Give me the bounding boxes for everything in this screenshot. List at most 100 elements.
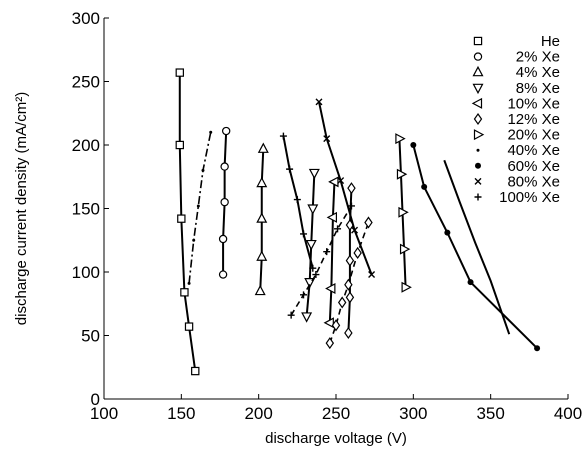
data-point [323, 248, 331, 256]
y-tick-label: 200 [72, 136, 100, 155]
legend-label: 100% Xe [499, 189, 560, 206]
series-line [290, 205, 353, 316]
data-point [471, 97, 483, 109]
data-point [293, 196, 301, 204]
x-tick-label: 400 [554, 404, 582, 423]
data-point [347, 182, 356, 195]
data-point [256, 250, 268, 261]
data-point [399, 243, 411, 255]
series-line [443, 159, 511, 335]
x-tick-label: 150 [167, 404, 195, 423]
data-point [467, 279, 474, 286]
data-point [474, 193, 482, 201]
data-point [256, 176, 268, 188]
data-point [473, 52, 483, 61]
data-point [395, 133, 406, 145]
data-point [337, 177, 345, 185]
data-point [326, 211, 338, 223]
data-point [187, 281, 191, 285]
data-point [472, 83, 484, 95]
data-point [351, 226, 359, 234]
data-point [475, 162, 481, 169]
data-point [300, 230, 308, 238]
legend-marker [471, 97, 483, 109]
data-point [323, 135, 331, 143]
legend-item: 8% Xe [472, 80, 560, 97]
y-tick-label: 0 [91, 390, 100, 409]
data-point [473, 36, 483, 46]
series-4 [323, 176, 339, 329]
extra-curve-2 [287, 202, 355, 319]
legend-marker [472, 83, 484, 95]
series-line [282, 135, 314, 269]
y-tick-label: 300 [72, 9, 100, 28]
plot-area [175, 68, 541, 376]
legend-item: He [473, 33, 560, 50]
x-tick-label: 300 [399, 404, 427, 423]
series-10 [279, 132, 317, 272]
series-line [178, 72, 197, 372]
data-point [325, 337, 335, 350]
series-0 [175, 68, 200, 376]
data-point [364, 216, 373, 229]
series-line [328, 181, 336, 323]
series-7 [187, 130, 213, 285]
extra-curve-0 [443, 159, 511, 335]
legend-label: 2% Xe [516, 49, 560, 66]
legend-label: 60% Xe [507, 158, 560, 175]
legend-item: 60% Xe [475, 158, 560, 175]
legend-item: 20% Xe [473, 127, 560, 144]
extra-curve-1 [325, 216, 373, 350]
legend-item: 2% Xe [473, 49, 560, 66]
legend-label: 8% Xe [516, 80, 560, 97]
legend-label: 40% Xe [507, 142, 560, 159]
legend-label: 12% Xe [507, 111, 560, 128]
legend-marker [473, 52, 483, 61]
data-point [309, 264, 317, 272]
data-point [218, 270, 228, 279]
data-point [323, 317, 334, 329]
legend-marker [473, 129, 485, 141]
data-point [344, 326, 353, 340]
data-point [398, 206, 409, 218]
data-point [534, 345, 541, 352]
data-point [325, 283, 336, 295]
legend-item: 100% Xe [474, 189, 560, 206]
legend-label: 10% Xe [507, 95, 560, 112]
data-point [221, 126, 231, 136]
series-8 [410, 142, 541, 352]
legend-marker [473, 112, 483, 126]
y-tick-label: 50 [81, 327, 100, 346]
data-point [368, 271, 376, 279]
data-point [220, 197, 229, 207]
legend-marker [473, 36, 483, 46]
y-tick-label: 150 [72, 200, 100, 219]
data-point [184, 322, 194, 331]
legend-item: 80% Xe [474, 173, 560, 190]
data-point [353, 246, 362, 259]
data-point [410, 142, 417, 148]
series-6 [395, 133, 412, 293]
data-point [175, 140, 184, 150]
data-point [337, 296, 347, 309]
data-point [305, 239, 317, 251]
data-point [315, 98, 323, 106]
data-point [473, 129, 485, 141]
data-point [312, 271, 320, 279]
x-tick-label: 250 [322, 404, 350, 423]
data-point [286, 165, 294, 173]
data-point [301, 312, 313, 323]
legend-marker [475, 162, 481, 169]
y-axis-label: discharge current density (mA/cm²) [13, 92, 30, 325]
x-axis-label: discharge voltage (V) [265, 430, 407, 447]
data-point [300, 291, 308, 299]
data-point [345, 291, 355, 304]
axes: 100 150 200 250 300 350 400 0 50 100 150 200 250 300 [72, 9, 582, 423]
data-point [218, 234, 228, 244]
data-point [331, 319, 341, 332]
data-point [476, 148, 480, 152]
data-point [334, 225, 342, 233]
legend-label: 4% Xe [516, 64, 560, 81]
data-point [345, 254, 355, 267]
data-point [308, 168, 320, 180]
